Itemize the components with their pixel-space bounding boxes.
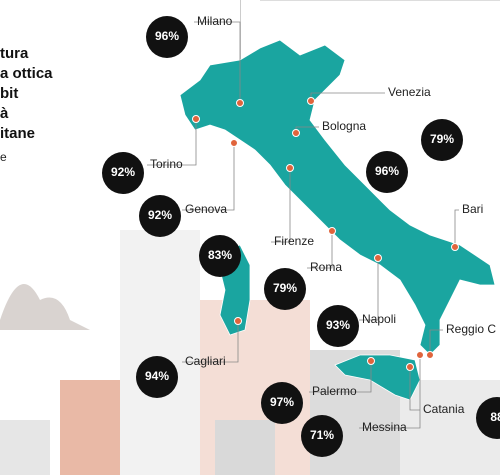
city-name: Genova: [185, 202, 227, 216]
value-label: 97%: [270, 395, 294, 409]
city-dot: [374, 254, 382, 262]
city-dot: [192, 115, 200, 123]
city-dot: [426, 351, 434, 359]
leader-line: [409, 367, 420, 411]
city-name: Bologna: [322, 119, 366, 133]
value-badge: [146, 16, 188, 58]
city-dot: [416, 351, 424, 359]
value-label: 79%: [273, 281, 297, 295]
city-name: Venezia: [388, 85, 431, 99]
city-name: Reggio C: [446, 322, 496, 336]
city-dot: [230, 139, 238, 147]
title-line: tura: [0, 45, 29, 62]
value-badge: [139, 195, 181, 237]
value-label: 94%: [145, 369, 169, 383]
value-label: 92%: [111, 165, 135, 179]
city-name: Firenze: [274, 234, 314, 248]
value-label: 96%: [375, 164, 399, 178]
value-label: 71%: [310, 428, 334, 442]
leader-line: [271, 168, 291, 243]
city-name: Messina: [362, 420, 407, 434]
city-dot: [292, 129, 300, 137]
city-dot: [234, 317, 242, 325]
city-dot: [286, 164, 294, 172]
city-name: Catania: [423, 402, 465, 416]
leader-line: [429, 329, 443, 355]
title-line: bit: [0, 85, 18, 102]
title-line: a ottica: [0, 65, 53, 82]
leader-line: [359, 355, 421, 429]
value-badge: [476, 397, 500, 439]
value-badge: [317, 305, 359, 347]
value-badge: [199, 235, 241, 277]
leader-line: [182, 321, 239, 363]
leader-line: [310, 92, 385, 101]
value-badge: [264, 268, 306, 310]
city-name: Torino: [150, 157, 183, 171]
city-name: Bari: [462, 202, 483, 216]
leader-line: [454, 209, 459, 247]
title: tura a ottica bit à itane e: [0, 45, 53, 164]
value-label: 96%: [155, 29, 179, 43]
leader-line: [147, 119, 197, 166]
city-dot: [367, 357, 375, 365]
city-dot: [328, 227, 336, 235]
title-line: itane: [0, 125, 35, 142]
city-dot: [236, 99, 244, 107]
leader-line: [182, 143, 235, 211]
city-dot: [451, 243, 459, 251]
map-italy: [179, 39, 496, 401]
city-name: Napoli: [362, 312, 396, 326]
value-label: 93%: [326, 318, 350, 332]
value-badge: [261, 382, 303, 424]
value-label: 83%: [208, 248, 232, 262]
leader-line: [307, 231, 333, 269]
value-label: 79%: [430, 132, 454, 146]
city-dot: [406, 363, 414, 371]
value-badge: [421, 119, 463, 161]
value-badge: [301, 415, 343, 457]
leader-line: [309, 361, 372, 393]
title-line: à: [0, 105, 9, 122]
leader-line: [194, 21, 241, 103]
city-name: Cagliari: [185, 354, 226, 368]
value-badge: [366, 151, 408, 193]
cities: Milano 96% Venezia 79% Bologna 96% Torino 92% Ge…: [102, 14, 500, 457]
city-name: Milano: [197, 14, 233, 28]
value-label: 88: [490, 410, 500, 424]
city-name: Palermo: [312, 384, 357, 398]
leader-line: [359, 258, 379, 321]
value-label: 92%: [148, 208, 172, 222]
value-badge: [102, 152, 144, 194]
city-name: Roma: [310, 260, 342, 274]
value-badge: [136, 356, 178, 398]
title-line: e: [0, 150, 7, 164]
city-dot: [307, 97, 315, 105]
